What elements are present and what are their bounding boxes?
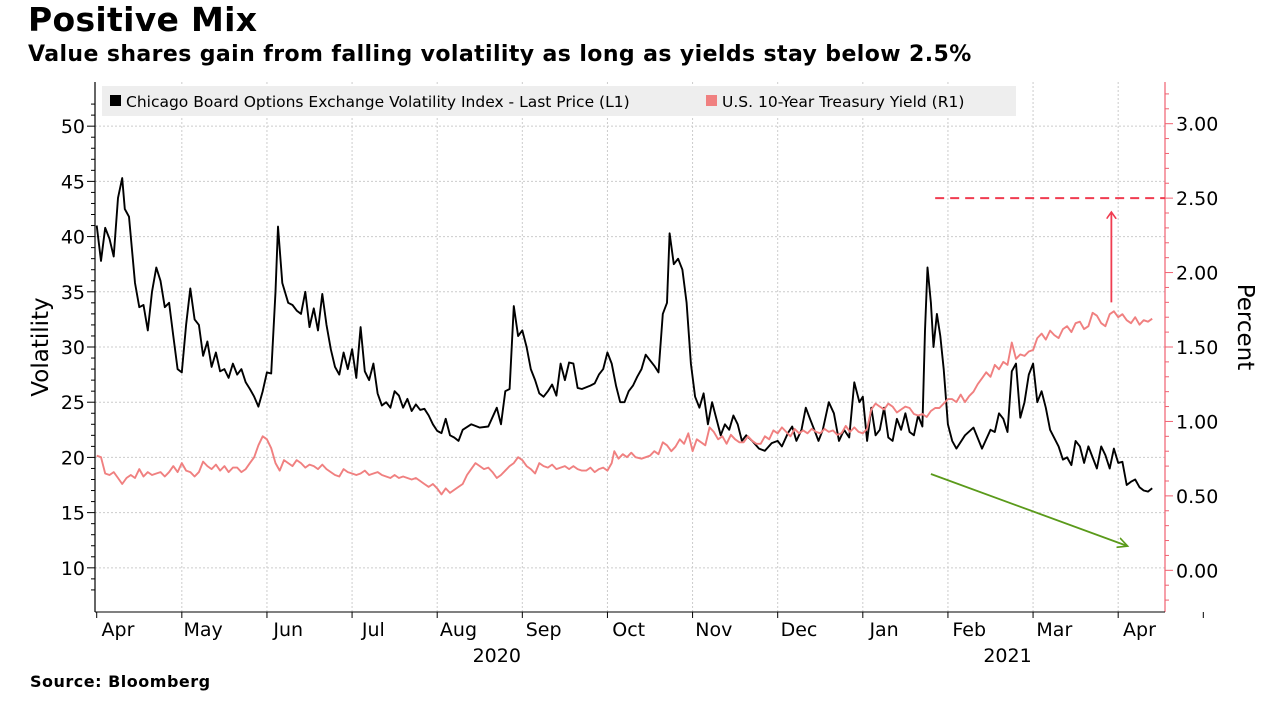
x-tick-label: Apr: [102, 619, 135, 641]
x-tick-label: Jan: [868, 619, 898, 641]
legend-label-volatility: Chicago Board Options Exchange Volatilit…: [126, 93, 630, 111]
legend-swatch-volatility: [110, 95, 121, 106]
legend-box: [102, 86, 1016, 116]
legend-swatch-yield: [706, 95, 717, 106]
x-tick-label: Jul: [361, 619, 385, 641]
chart-subtitle: Value shares gain from falling volatilit…: [28, 42, 972, 67]
y-tick-label: 45: [61, 171, 85, 193]
x-tick-label: Feb: [952, 619, 986, 641]
x-tick-label: Dec: [781, 619, 818, 641]
y2-axis-title: Percent: [1232, 284, 1258, 371]
x-tick-label: Apr: [1123, 619, 1156, 641]
x-tick-label: May: [183, 619, 222, 641]
x-tick-label: Aug: [440, 619, 477, 641]
x-tick-label: Jun: [272, 619, 303, 641]
y-tick-label: 25: [61, 392, 85, 414]
y-tick-label: 10: [61, 558, 85, 580]
x-tick-label: Nov: [695, 619, 732, 641]
y2-tick-label: 0.00: [1176, 560, 1218, 582]
chart-title: Positive Mix: [28, 0, 258, 39]
volatility-down-arrow: [930, 473, 1127, 546]
y2-tick-label: 0.50: [1176, 486, 1218, 508]
x-year-label: 2021: [983, 645, 1031, 667]
yield-series-line: [96, 310, 1153, 496]
legend-label-yield: U.S. 10-Year Treasury Yield (R1): [722, 93, 964, 111]
y-axis-title: Volatility: [28, 297, 54, 396]
x-tick-label: Oct: [612, 619, 645, 641]
source-note: Source: Bloomberg: [30, 672, 211, 691]
volatility-series-line: [95, 177, 1153, 493]
y2-tick-label: 1.00: [1176, 411, 1218, 433]
x-tick-label: Sep: [526, 619, 562, 641]
x-year-label: 2020: [473, 645, 521, 667]
y-tick-label: 30: [61, 337, 85, 359]
y-tick-label: 50: [61, 116, 85, 138]
y2-tick-label: 1.50: [1176, 337, 1218, 359]
y-tick-label: 15: [61, 503, 85, 525]
y-tick-label: 40: [61, 227, 85, 249]
y2-tick-label: 2.00: [1176, 263, 1218, 285]
y-tick-label: 35: [61, 282, 85, 304]
x-tick-label: Mar: [1036, 619, 1072, 641]
y2-tick-label: 2.50: [1176, 188, 1218, 210]
y-tick-label: 20: [61, 447, 85, 469]
y2-tick-label: 3.00: [1176, 114, 1218, 136]
